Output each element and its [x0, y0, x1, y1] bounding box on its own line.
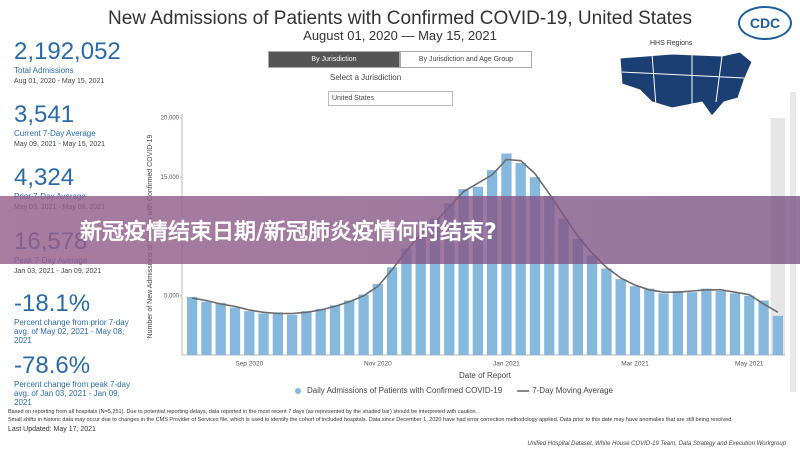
y-tick-label: 15,000 [161, 175, 180, 181]
bar [344, 300, 355, 355]
x-tick-label: Sep 2020 [235, 361, 263, 368]
stat-value: 4,324 [14, 164, 75, 191]
bar [272, 312, 283, 355]
bar [472, 186, 483, 355]
note: Small shifts in historic data may occur … [8, 417, 733, 423]
stat-label: Percent change from peak 7-day avg. of J… [14, 380, 131, 407]
bar [529, 177, 541, 355]
subtitle: August 01, 2020 — May 15, 2021 [303, 28, 497, 43]
bar [615, 279, 626, 355]
select-label: Select a Jurisdiction [330, 73, 402, 82]
y-tick-label: 20,000 [161, 116, 180, 122]
bar [287, 314, 298, 355]
bar [401, 248, 412, 355]
stat-detail: Jan 03, 2021 - Jan 09, 2021 [14, 268, 102, 275]
map-title: HHS Regions [650, 40, 693, 47]
bar [729, 293, 741, 355]
bar [444, 203, 455, 355]
bar [658, 293, 669, 355]
banner-text: 新冠疫情结束日期/新冠肺炎疫情何时结束? [80, 220, 497, 245]
bar [744, 295, 755, 355]
tab[interactable]: By Jurisdiction [268, 51, 400, 68]
bar [672, 291, 683, 355]
bar [301, 311, 312, 355]
bar [544, 196, 555, 355]
bar [315, 308, 326, 355]
x-tick-label: Jan 2021 [493, 361, 520, 368]
bar [558, 218, 569, 355]
bar [458, 189, 469, 355]
bar [687, 292, 698, 355]
bar [215, 302, 226, 355]
stat-value: -78.6% [14, 352, 91, 379]
bar [572, 238, 583, 355]
stat-detail: May 09, 2021 - May 15, 2021 [14, 141, 106, 148]
x-tick-label: Mar 2021 [621, 361, 649, 368]
bar [329, 305, 341, 355]
last-updated: Last Updated: May 17, 2021 [8, 426, 96, 433]
region-border [621, 53, 745, 107]
stat-label: Current 7-Day Average [14, 129, 96, 138]
x-axis-label: Date of Report [459, 371, 512, 380]
bar [715, 291, 726, 355]
select[interactable]: United States [328, 91, 453, 106]
bar [187, 296, 198, 355]
bar [601, 268, 612, 355]
tab[interactable]: By Jurisdiction and Age Group [400, 51, 532, 68]
bar [372, 283, 383, 355]
stat-value: 3,541 [14, 101, 75, 128]
legend-label: 7-Day Moving Average [532, 386, 613, 395]
legend-label: Daily Admissions of Patients with Confir… [307, 386, 503, 395]
stat: 2,192,052 Total Admissions Aug 01, 2020 - … [14, 38, 139, 85]
logo: CDC [738, 6, 792, 40]
title: New Admissions of Patients with Confirme… [108, 8, 692, 29]
notes: Based on reporting from all hospitals (N… [8, 408, 788, 434]
bar [415, 236, 426, 355]
bar [587, 255, 598, 355]
bar [201, 301, 212, 355]
banner [0, 196, 800, 264]
map [619, 51, 753, 117]
bar [258, 313, 269, 355]
bar [244, 311, 255, 355]
bar [701, 288, 712, 355]
legend-swatch [295, 388, 301, 394]
stat-detail: Aug 01, 2020 - May 15, 2021 [14, 78, 105, 85]
stat-label: Total Admissions [14, 66, 74, 75]
stat: 3,541 Current 7-Day Average May 09, 2021 -… [14, 101, 139, 148]
note: Based on reporting from all hospitals (N… [8, 409, 478, 415]
bar [629, 286, 641, 355]
bar [229, 307, 241, 355]
x-tick-label: May 2021 [735, 361, 764, 368]
source: Unified Hospital Dataset, White House CO… [527, 441, 786, 447]
stat-value: -18.1% [14, 290, 91, 317]
bar [387, 267, 398, 355]
bar [358, 294, 369, 355]
bar [758, 300, 769, 355]
stat-value: 2,192,052 [14, 38, 121, 65]
bar [429, 218, 441, 355]
y-tick-label: 5,000 [164, 293, 180, 299]
stat-label: Percent change from prior 7-day avg. of … [14, 318, 129, 345]
stat: -78.6% Percent change from peak 7-day avg… [14, 352, 139, 407]
bar [644, 288, 655, 355]
x-tick-label: Nov 2020 [364, 361, 392, 368]
stat: -18.1% Percent change from prior 7-day av… [14, 290, 139, 345]
line [191, 158, 779, 315]
bar [772, 315, 783, 355]
